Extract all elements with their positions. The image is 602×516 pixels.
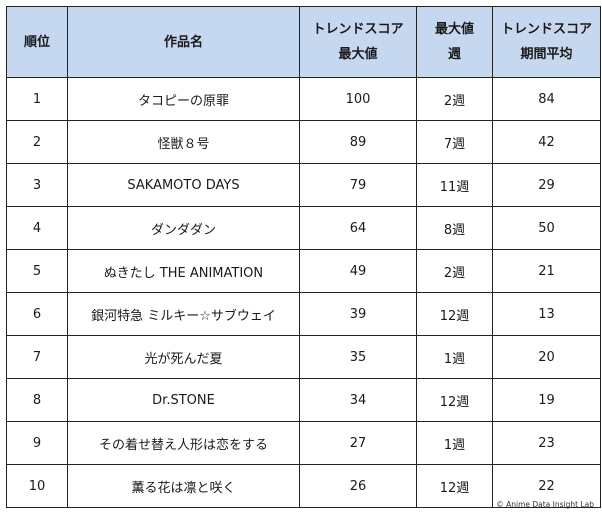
- header-trend-avg-line2: 期間平均: [520, 47, 573, 62]
- header-title: 作品名: [67, 6, 300, 78]
- cell-max-week: 1週: [416, 421, 493, 465]
- cell-trend-max: 79: [299, 163, 417, 207]
- header-trend-avg-line1: トレンドスコア: [500, 22, 592, 37]
- cell-trend-avg: 21: [492, 249, 601, 293]
- cell-max-week: 8週: [416, 206, 493, 250]
- cell-max-week: 2週: [416, 249, 493, 293]
- cell-rank: 7: [6, 335, 68, 379]
- header-max-week-line1: 最大値: [434, 22, 474, 37]
- cell-max-week: 11週: [416, 163, 493, 207]
- cell-trend-max: 35: [299, 335, 417, 379]
- cell-title: Dr.STONE: [67, 378, 300, 422]
- cell-trend-max: 27: [299, 421, 417, 465]
- table-row: 5 ぬきたし THE ANIMATION 49 2週 21: [6, 249, 601, 293]
- cell-title: ダンダダン: [67, 206, 300, 250]
- cell-title: 薫る花は凛と咲く: [67, 464, 300, 508]
- copyright-credit: © Anime Data Insight Lab: [496, 500, 594, 509]
- table-body: 1 タコピーの原罪 100 2週 84 2 怪獣８号 89 7週 42 3 SA…: [6, 77, 601, 508]
- cell-title: 銀河特急 ミルキー☆サブウェイ: [67, 292, 300, 336]
- table-row: 4 ダンダダン 64 8週 50: [6, 206, 601, 250]
- cell-trend-avg: 50: [492, 206, 601, 250]
- cell-trend-max: 26: [299, 464, 417, 508]
- cell-trend-avg: 84: [492, 77, 601, 121]
- cell-rank: 2: [6, 120, 68, 164]
- cell-rank: 8: [6, 378, 68, 422]
- cell-title: その着せ替え人形は恋をする: [67, 421, 300, 465]
- table-row: 1 タコピーの原罪 100 2週 84: [6, 77, 601, 121]
- cell-trend-max: 64: [299, 206, 417, 250]
- table-row: 2 怪獣８号 89 7週 42: [6, 120, 601, 164]
- cell-trend-max: 39: [299, 292, 417, 336]
- cell-title: タコピーの原罪: [67, 77, 300, 121]
- cell-trend-avg: 42: [492, 120, 601, 164]
- cell-max-week: 2週: [416, 77, 493, 121]
- header-trend-max-line2: 最大値: [338, 47, 378, 62]
- header-trend-avg: トレンドスコア 期間平均: [492, 6, 601, 78]
- header-rank: 順位: [6, 6, 68, 78]
- cell-trend-avg: 29: [492, 163, 601, 207]
- cell-max-week: 12週: [416, 292, 493, 336]
- cell-trend-avg: 22: [492, 464, 601, 508]
- cell-rank: 3: [6, 163, 68, 207]
- header-row: 順位 作品名 トレンドスコア 最大値 最大値 週 トレンドスコア 期間平均: [6, 6, 601, 78]
- cell-trend-avg: 13: [492, 292, 601, 336]
- cell-trend-avg: 19: [492, 378, 601, 422]
- cell-rank: 5: [6, 249, 68, 293]
- cell-title: 怪獣８号: [67, 120, 300, 164]
- cell-max-week: 12週: [416, 378, 493, 422]
- cell-trend-max: 34: [299, 378, 417, 422]
- cell-max-week: 7週: [416, 120, 493, 164]
- table-row: 7 光が死んだ夏 35 1週 20: [6, 335, 601, 379]
- table-row: 6 銀河特急 ミルキー☆サブウェイ 39 12週 13: [6, 292, 601, 336]
- cell-rank: 1: [6, 77, 68, 121]
- cell-title: ぬきたし THE ANIMATION: [67, 249, 300, 293]
- cell-title: SAKAMOTO DAYS: [67, 163, 300, 207]
- ranking-table: 順位 作品名 トレンドスコア 最大値 最大値 週 トレンドスコア 期間平均 1: [6, 6, 601, 508]
- header-max-week-line2: 週: [447, 47, 461, 62]
- table-header: 順位 作品名 トレンドスコア 最大値 最大値 週 トレンドスコア 期間平均: [6, 6, 601, 78]
- ranking-table-container: 順位 作品名 トレンドスコア 最大値 最大値 週 トレンドスコア 期間平均 1: [6, 6, 601, 508]
- header-max-week: 最大値 週: [416, 6, 493, 78]
- cell-rank: 4: [6, 206, 68, 250]
- cell-trend-max: 49: [299, 249, 417, 293]
- table-row: 8 Dr.STONE 34 12週 19: [6, 378, 601, 422]
- cell-title: 光が死んだ夏: [67, 335, 300, 379]
- header-trend-max-line1: トレンドスコア: [312, 22, 404, 37]
- table-row: 9 その着せ替え人形は恋をする 27 1週 23: [6, 421, 601, 465]
- header-trend-max: トレンドスコア 最大値: [299, 6, 417, 78]
- cell-max-week: 1週: [416, 335, 493, 379]
- cell-rank: 9: [6, 421, 68, 465]
- table-row: 10 薫る花は凛と咲く 26 12週 22: [6, 464, 601, 508]
- cell-trend-max: 100: [299, 77, 417, 121]
- cell-rank: 10: [6, 464, 68, 508]
- cell-max-week: 12週: [416, 464, 493, 508]
- cell-trend-max: 89: [299, 120, 417, 164]
- cell-trend-avg: 23: [492, 421, 601, 465]
- table-row: 3 SAKAMOTO DAYS 79 11週 29: [6, 163, 601, 207]
- cell-rank: 6: [6, 292, 68, 336]
- cell-trend-avg: 20: [492, 335, 601, 379]
